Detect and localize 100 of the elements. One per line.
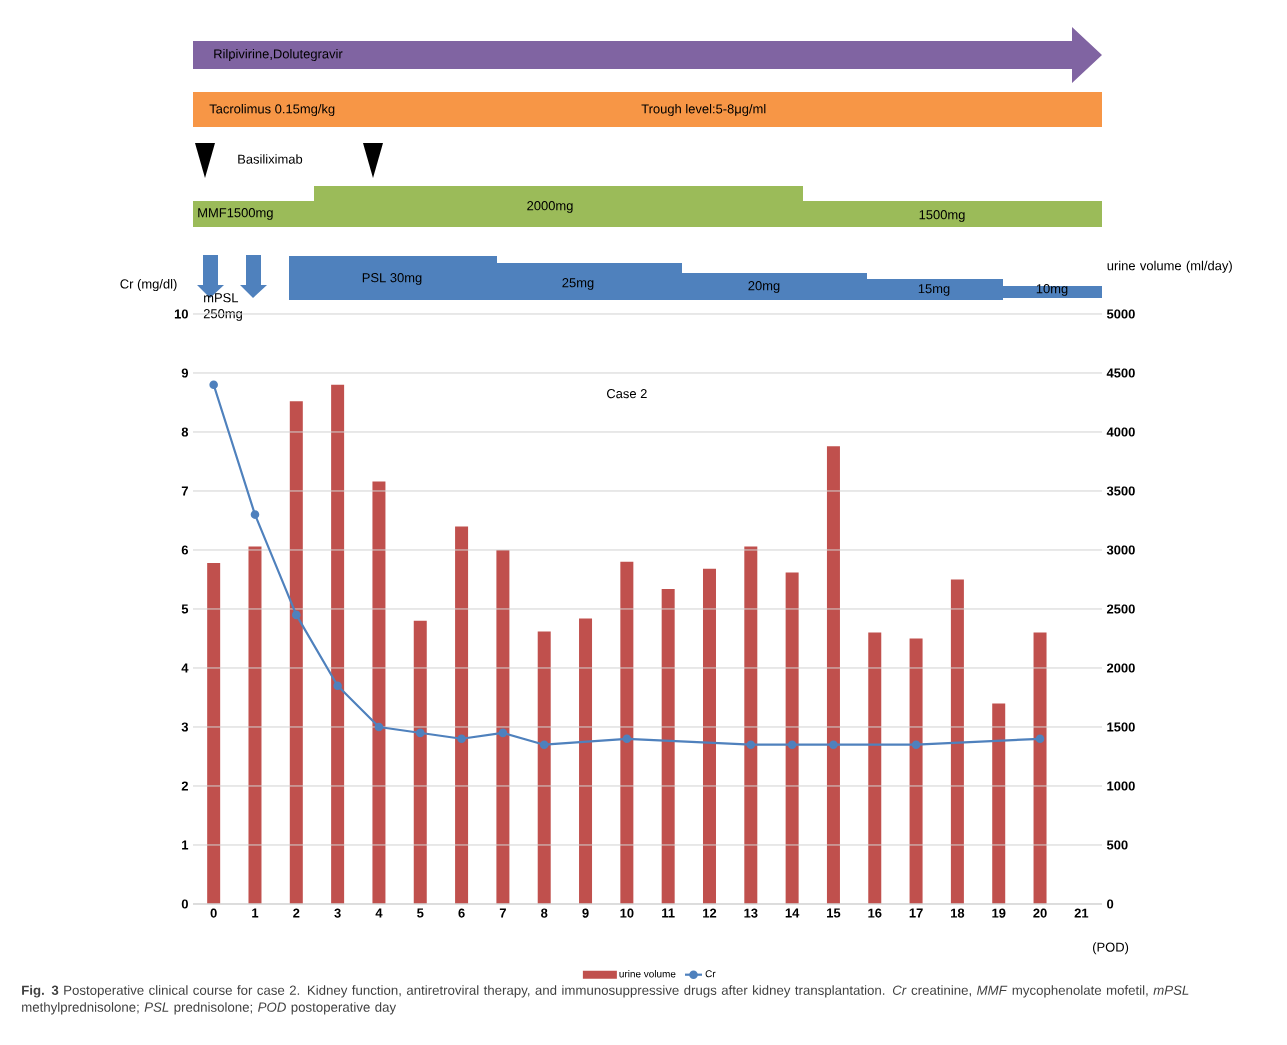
bar bbox=[702, 568, 716, 904]
y2-tick-label: 2500 bbox=[1106, 604, 1135, 614]
y-tick-label: 7 bbox=[181, 486, 188, 496]
bar bbox=[496, 549, 510, 904]
x-tick-label: 0 bbox=[210, 908, 217, 918]
x-tick-label: 8 bbox=[541, 908, 548, 918]
bar bbox=[992, 703, 1006, 904]
point bbox=[746, 740, 756, 749]
bar bbox=[289, 401, 303, 904]
y-tick-label: 2 bbox=[181, 781, 188, 791]
text: Case 2 bbox=[606, 389, 647, 399]
x-tick-label: 13 bbox=[744, 908, 758, 918]
x-tick-label: 4 bbox=[375, 908, 383, 918]
point bbox=[829, 740, 838, 749]
y2-tick-label: 4000 bbox=[1106, 427, 1135, 437]
point bbox=[911, 740, 921, 749]
x-tick-label: 17 bbox=[909, 908, 923, 918]
bar bbox=[413, 620, 427, 904]
bar bbox=[744, 546, 758, 904]
point bbox=[457, 734, 466, 744]
point bbox=[622, 734, 632, 744]
x-tick-label: 5 bbox=[417, 908, 424, 918]
y-tick-label: 8 bbox=[181, 427, 189, 437]
y2-tick-label: 3000 bbox=[1106, 545, 1135, 555]
text: MMF1500mg bbox=[198, 208, 273, 220]
x-tick-label: 6 bbox=[458, 908, 465, 918]
bar bbox=[950, 579, 964, 904]
y2-tick-label: 2000 bbox=[1106, 663, 1135, 673]
point bbox=[1035, 734, 1045, 744]
annotation: mPSL 250mg bbox=[203, 293, 242, 321]
text: 1500mg bbox=[919, 210, 965, 222]
text: 20mg bbox=[748, 281, 780, 293]
y-tick-label: 9 bbox=[181, 368, 189, 378]
y2-tick-label: 3500 bbox=[1106, 486, 1135, 496]
bar bbox=[455, 526, 469, 904]
point bbox=[250, 510, 260, 519]
x-tick-label: 20 bbox=[1033, 908, 1047, 918]
y-tick-label: 10 bbox=[174, 309, 188, 319]
bar bbox=[331, 384, 345, 904]
x-tick-label: 11 bbox=[662, 908, 675, 918]
y2-tick-label: 1000 bbox=[1107, 781, 1135, 791]
x-tick-label: 9 bbox=[582, 908, 589, 918]
legend-label: urine volume bbox=[619, 970, 676, 978]
text: Rilpivirine,Dolutegravir bbox=[214, 48, 343, 62]
bar bbox=[537, 631, 551, 904]
point bbox=[374, 722, 384, 732]
legend-label: Cr bbox=[705, 970, 716, 978]
point bbox=[209, 380, 218, 390]
bar bbox=[826, 446, 840, 904]
point bbox=[787, 740, 797, 749]
point bbox=[292, 610, 301, 620]
y2-tick-label: 500 bbox=[1106, 840, 1128, 850]
y-tick-label: 5 bbox=[181, 604, 189, 614]
x-axis-title: (POD) bbox=[1093, 942, 1129, 955]
point bbox=[333, 681, 342, 690]
y-tick-label: 1 bbox=[182, 840, 189, 850]
x-tick-label: 1 bbox=[252, 908, 259, 918]
bar bbox=[909, 638, 923, 904]
bar bbox=[579, 618, 593, 904]
text: 15mg bbox=[918, 284, 950, 296]
text: 25mg bbox=[562, 278, 594, 290]
x-tick-label: 21 bbox=[1074, 908, 1089, 918]
x-tick-label: 18 bbox=[951, 908, 965, 918]
text: 10mg bbox=[1036, 284, 1068, 296]
x-tick-label: 16 bbox=[868, 908, 882, 918]
y-tick-label: 0 bbox=[181, 899, 188, 909]
text: Tacrolimus 0.15mg/kg bbox=[209, 103, 335, 117]
y-tick-label: 6 bbox=[181, 545, 189, 555]
bar bbox=[372, 481, 386, 904]
bar bbox=[1033, 632, 1047, 904]
bar bbox=[661, 588, 675, 904]
y-tick-label: 4 bbox=[181, 663, 189, 673]
x-tick-label: 7 bbox=[499, 908, 506, 918]
text: PSL 30mg bbox=[362, 273, 422, 285]
bar bbox=[248, 546, 262, 904]
x-tick-label: 15 bbox=[827, 908, 841, 918]
y-tick-label: 3 bbox=[181, 722, 189, 732]
y2-axis-title: urine volume (ml/day) bbox=[1107, 260, 1232, 273]
text: Basiliximab bbox=[238, 154, 303, 164]
y2-tick-label: 0 bbox=[1107, 899, 1114, 909]
point bbox=[539, 740, 549, 749]
bar bbox=[868, 632, 882, 904]
y2-tick-label: 4500 bbox=[1106, 368, 1135, 378]
bar bbox=[207, 562, 221, 904]
y-axis-title: Cr (mg/dl) bbox=[120, 279, 177, 292]
text: 2000mg bbox=[527, 201, 573, 213]
x-tick-label: 14 bbox=[785, 908, 800, 918]
x-tick-label: 19 bbox=[992, 908, 1006, 918]
point bbox=[498, 728, 508, 738]
bar bbox=[785, 572, 799, 904]
x-tick-label: 10 bbox=[620, 908, 634, 918]
bar bbox=[620, 561, 634, 904]
y2-tick-label: 1500 bbox=[1107, 722, 1135, 732]
x-tick-label: 12 bbox=[703, 908, 717, 918]
point bbox=[415, 728, 425, 738]
x-tick-label: 2 bbox=[293, 908, 300, 918]
text: Trough level:5-8μg/ml bbox=[641, 103, 766, 117]
y2-tick-label: 5000 bbox=[1106, 309, 1135, 319]
text: Fig. 3 Postoperative clinical course for case 2. Kidney function, antiretroviral therapy, and immunosuppressive drugs after kidney transplantation. Cr creatinine, MMF mycophenolate mofetil, mPSL methylprednisolone; PSL prednisolone; POD postoperative day bbox=[22, 985, 1189, 1015]
x-tick-label: 3 bbox=[334, 908, 341, 918]
